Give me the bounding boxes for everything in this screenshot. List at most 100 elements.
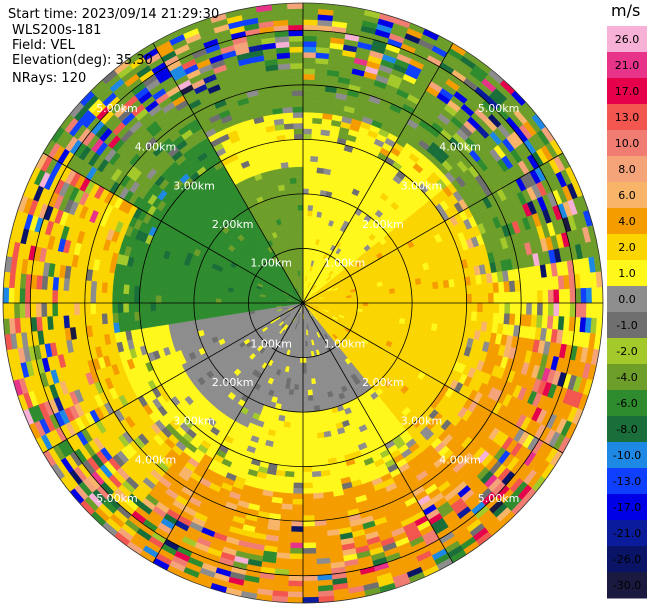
radar-cell bbox=[128, 311, 136, 322]
radar-cell bbox=[291, 509, 304, 516]
radar-cell bbox=[237, 302, 244, 307]
radar-cell bbox=[454, 286, 462, 296]
radar-cell bbox=[302, 84, 315, 91]
radar-cell bbox=[313, 101, 325, 108]
radar-cell bbox=[307, 400, 315, 407]
radar-cell bbox=[57, 289, 64, 304]
radar-cell bbox=[248, 302, 255, 307]
radar-cell bbox=[438, 287, 445, 297]
radar-cell bbox=[2, 302, 10, 319]
radar-cell bbox=[313, 498, 325, 505]
radar-cell bbox=[406, 297, 413, 304]
radar-cell bbox=[427, 289, 434, 297]
radar-cell bbox=[302, 226, 308, 233]
radar-cell bbox=[481, 312, 489, 323]
radar-cell bbox=[515, 291, 522, 304]
radar-cell bbox=[311, 470, 322, 478]
radar-cell bbox=[378, 289, 385, 296]
radar-cell bbox=[313, 90, 326, 98]
radar-cell bbox=[215, 307, 222, 313]
radar-cell bbox=[302, 2, 319, 10]
radar-cell bbox=[106, 302, 113, 314]
radar-cell bbox=[150, 310, 157, 320]
radar-cell bbox=[302, 379, 308, 386]
radar-cell bbox=[231, 302, 238, 307]
radar-cell bbox=[290, 416, 298, 424]
radar-cell bbox=[166, 295, 173, 304]
radar-cell bbox=[199, 302, 206, 309]
radar-cell bbox=[482, 293, 489, 304]
radar-cell bbox=[302, 487, 314, 495]
radar-cell bbox=[199, 313, 207, 320]
radar-cell bbox=[46, 302, 53, 317]
radar-cell bbox=[309, 432, 318, 440]
radar-cell bbox=[307, 199, 315, 206]
radar-cell bbox=[302, 122, 313, 129]
radar-cell bbox=[526, 302, 533, 316]
radar-cell bbox=[299, 357, 304, 364]
radar-cell bbox=[309, 177, 317, 184]
radar-cell bbox=[220, 302, 227, 308]
radar-cell bbox=[307, 389, 313, 396]
radar-cell bbox=[569, 288, 576, 304]
radar-cell bbox=[302, 564, 318, 571]
radar-cell bbox=[282, 492, 294, 500]
radar-cell bbox=[302, 95, 315, 102]
radar-cell bbox=[221, 306, 228, 312]
radar-cell bbox=[290, 531, 304, 538]
radar-cell bbox=[287, 580, 304, 587]
radar-cell bbox=[286, 399, 293, 407]
radar-cell bbox=[302, 384, 308, 391]
radar-cell bbox=[466, 293, 473, 304]
radar-cell bbox=[302, 536, 316, 544]
radar-cell bbox=[166, 309, 174, 318]
radar-cell bbox=[449, 302, 456, 312]
radar-cell bbox=[302, 433, 311, 440]
radar-cell bbox=[302, 100, 314, 108]
radar-cell bbox=[231, 299, 238, 304]
radar-cell bbox=[68, 290, 75, 304]
radar-cell bbox=[428, 302, 435, 311]
radar-cell bbox=[302, 111, 314, 119]
radar-cell bbox=[309, 438, 319, 445]
radar-cell bbox=[155, 310, 163, 319]
radar-cell bbox=[293, 471, 304, 478]
radar-cell bbox=[498, 313, 505, 325]
radar-cell bbox=[8, 302, 15, 319]
radar-cell bbox=[177, 302, 184, 310]
radar-cell bbox=[302, 498, 314, 506]
radar-cell bbox=[302, 193, 309, 200]
radar-cell bbox=[288, 569, 304, 576]
radar-cell bbox=[373, 302, 380, 308]
radar-cell bbox=[438, 309, 445, 319]
radar-cell bbox=[299, 368, 304, 375]
radar-cell bbox=[302, 389, 309, 396]
radar-cell bbox=[302, 204, 309, 211]
radar-cell bbox=[302, 373, 308, 380]
radar-cell bbox=[547, 302, 555, 317]
radar-cell bbox=[569, 302, 576, 318]
radar-cell bbox=[302, 188, 310, 195]
radar-cell bbox=[302, 133, 313, 140]
radar-cell bbox=[182, 302, 189, 310]
radar-cell bbox=[406, 302, 413, 309]
radar-cell bbox=[311, 122, 323, 130]
radar-cell bbox=[193, 297, 200, 304]
radar-cell bbox=[84, 302, 91, 315]
radar-cell bbox=[454, 310, 462, 320]
radar-cell bbox=[302, 591, 319, 598]
radar-cell bbox=[302, 182, 310, 189]
radar-cell bbox=[294, 449, 304, 456]
radar-cell bbox=[312, 487, 324, 494]
radar-cell bbox=[416, 290, 424, 298]
radar-cell bbox=[357, 302, 364, 307]
radar-cell bbox=[215, 311, 223, 317]
radar-cell bbox=[242, 302, 249, 307]
radar-cell bbox=[367, 295, 375, 300]
radar-cell bbox=[226, 302, 233, 308]
radar-cell bbox=[302, 30, 318, 37]
radar-cell bbox=[477, 302, 484, 313]
radar-cell bbox=[444, 295, 451, 304]
radar-cell bbox=[286, 449, 296, 456]
